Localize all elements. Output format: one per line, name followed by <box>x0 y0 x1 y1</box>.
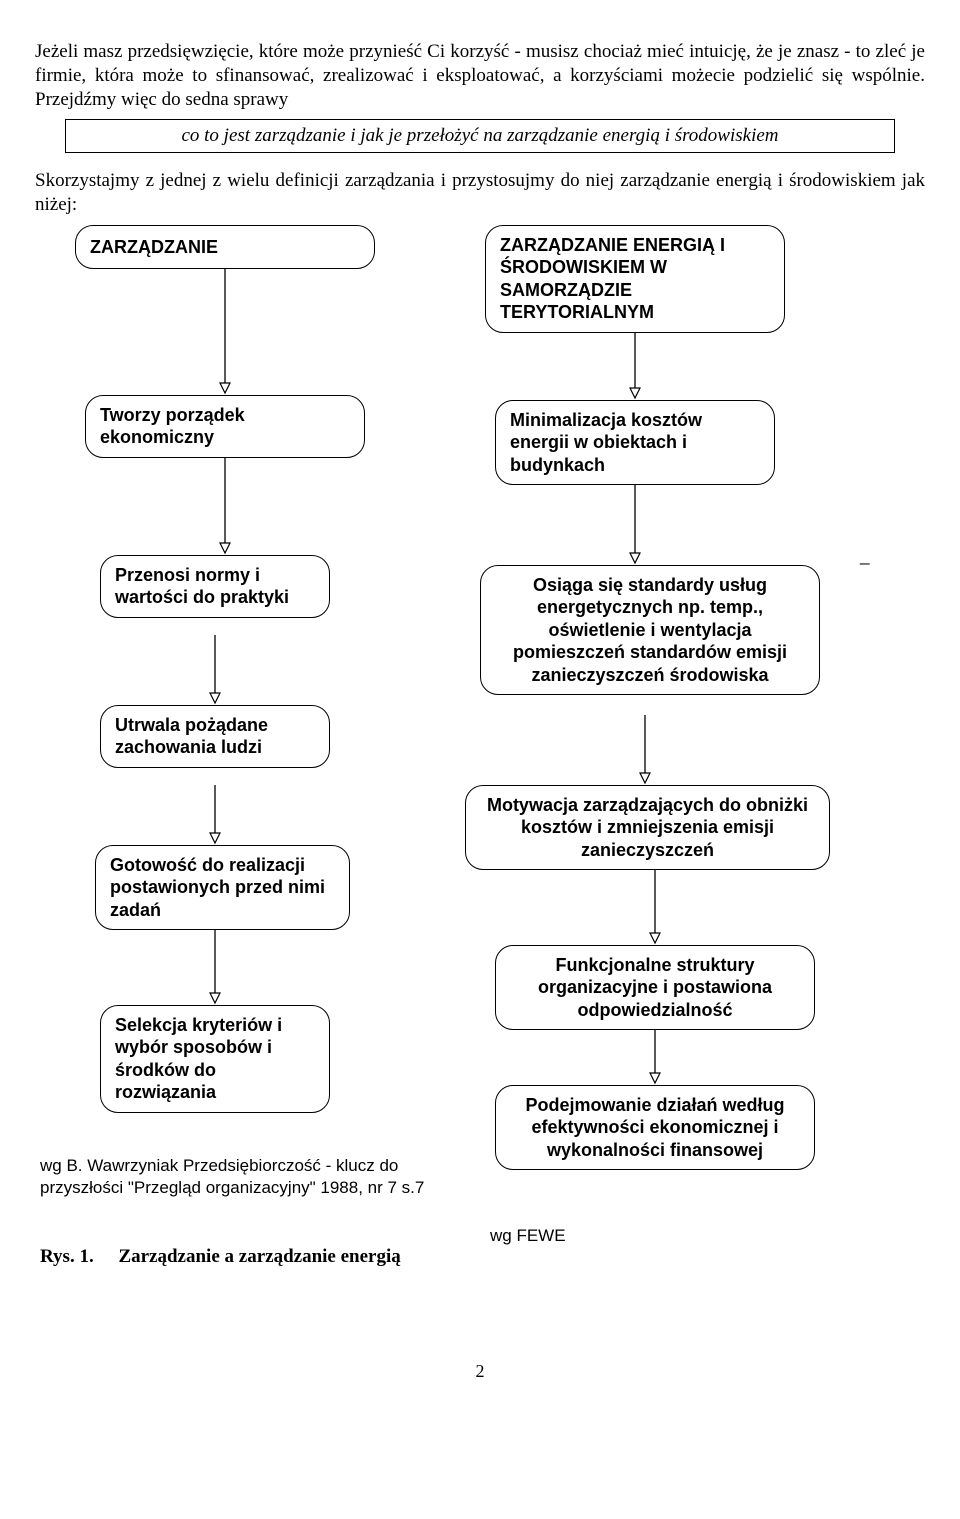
node-l5: Gotowość do realizacji postawionych prze… <box>95 845 350 931</box>
source-left: wg B. Wawrzyniak Przedsiębiorczość - klu… <box>40 1155 480 1199</box>
source-right: wg FEWE <box>490 1225 566 1246</box>
node-r5: Funkcjonalne struktury organizacyjne i p… <box>495 945 815 1031</box>
node-l2: Tworzy porządek ekonomiczny <box>85 395 365 458</box>
intro-paragraph: Jeżeli masz przedsięwzięcie, które może … <box>35 40 925 111</box>
figure-title: Zarządzanie a zarządzanie energią <box>118 1246 400 1267</box>
lead-paragraph: Skorzystajmy z jednej z wielu definicji … <box>35 169 925 217</box>
node-r4: Motywacja zarządzających do obniżki kosz… <box>465 785 830 871</box>
inset-text: co to jest zarządzanie i jak je przełoży… <box>181 125 778 146</box>
node-r6: Podejmowanie działań według efektywności… <box>495 1085 815 1171</box>
node-r1: ZARZĄDZANIE ENERGIĄ I ŚRODOWISKIEM W SAM… <box>485 225 785 333</box>
node-l6: Selekcja kryteriów i wybór sposobów i śr… <box>100 1005 330 1113</box>
node-r2: Minimalizacja kosztów energii w obiektac… <box>495 400 775 486</box>
figure-label: Rys. 1. <box>40 1246 94 1267</box>
figure-caption: Rys. 1. Zarządzanie a zarządzanie energi… <box>40 1245 401 1269</box>
flowchart: ZARZĄDZANIE Tworzy porządek ekonomiczny … <box>40 225 920 1320</box>
node-r3: Osiąga się standardy usług energetycznyc… <box>480 565 820 696</box>
node-l3: Przenosi normy i wartości do praktyki <box>100 555 330 618</box>
node-l4: Utrwala pożądane zachowania ludzi <box>100 705 330 768</box>
inset-box: co to jest zarządzanie i jak je przełoży… <box>65 119 895 153</box>
page-number: 2 <box>35 1360 925 1383</box>
node-l1: ZARZĄDZANIE <box>75 225 375 270</box>
stray-dash: _ <box>860 545 869 566</box>
